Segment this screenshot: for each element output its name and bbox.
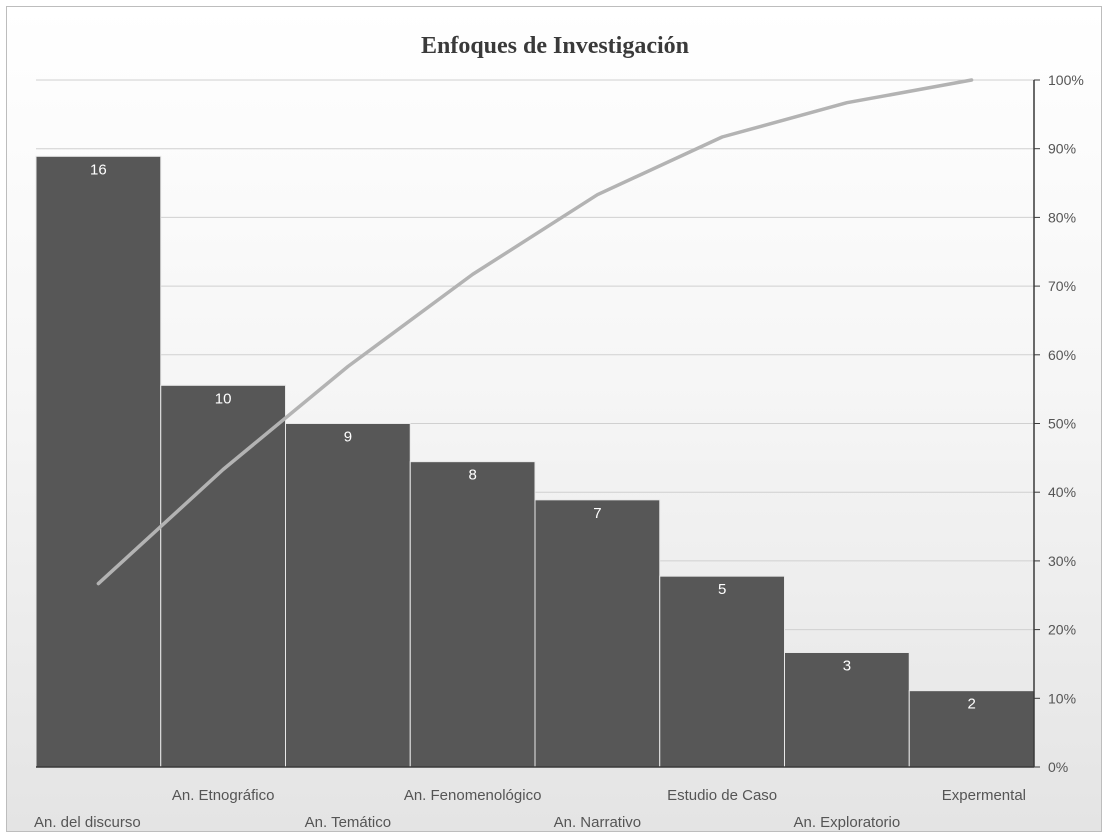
- bar: [35, 155, 162, 768]
- cumulative-line: [96, 78, 974, 586]
- category-label: An. Temático: [305, 814, 391, 831]
- data-label: 16: [90, 161, 107, 178]
- bar: [659, 575, 785, 768]
- bars: [35, 155, 1035, 768]
- cumulative-point: [347, 365, 349, 367]
- chart-title: Enfoques de Investigación: [421, 33, 689, 59]
- bar: [160, 384, 286, 768]
- bar: [534, 499, 661, 768]
- data-label: 9: [344, 429, 352, 446]
- category-label: An. Etnográfico: [172, 787, 275, 804]
- cumulative-point: [472, 273, 474, 275]
- y2-tick-label: 60%: [1048, 347, 1076, 363]
- y2-tick-label: 80%: [1048, 209, 1076, 225]
- y2-tick-label: 70%: [1048, 278, 1076, 294]
- category-label: Estudio de Caso: [667, 787, 777, 804]
- cumulative-point: [846, 102, 848, 104]
- y2-tick-label: 30%: [1048, 553, 1076, 569]
- y2-tick-label: 0%: [1048, 759, 1068, 775]
- data-labels: 16 10 9 8 7 5 3 2: [90, 161, 976, 712]
- category-label: An. Fenomenológico: [404, 787, 542, 804]
- category-label: An. Exploratorio: [794, 814, 901, 831]
- data-label: 2: [967, 696, 975, 713]
- data-label: 8: [468, 467, 476, 484]
- data-label: 5: [718, 581, 726, 598]
- data-label: 10: [215, 390, 232, 407]
- right-axis-ticks: 0% 10% 20% 30% 40% 50% 60% 70% 80% 90% 100%: [1034, 72, 1084, 775]
- y2-tick-label: 20%: [1048, 622, 1076, 638]
- cumulative-point: [97, 583, 99, 585]
- cumulative-point: [596, 194, 598, 196]
- category-label: Expermental: [942, 787, 1026, 804]
- y2-tick-label: 40%: [1048, 484, 1076, 500]
- y2-tick-label: 90%: [1048, 141, 1076, 157]
- data-label: 7: [593, 505, 601, 522]
- data-label: 3: [843, 658, 851, 675]
- y2-tick-label: 50%: [1048, 416, 1076, 432]
- cumulative-series-line: [96, 78, 974, 586]
- y2-tick-label: 100%: [1048, 72, 1084, 88]
- cumulative-point: [222, 469, 224, 471]
- y2-tick-label: 10%: [1048, 690, 1076, 706]
- category-labels: An. del discurso An. Etnográfico An. Temát…: [34, 787, 1026, 831]
- category-label: An. del discurso: [34, 814, 141, 831]
- bar: [409, 461, 536, 768]
- bar: [784, 652, 910, 768]
- bar: [285, 423, 411, 768]
- category-label: An. Narrativo: [554, 814, 642, 831]
- cumulative-point: [721, 136, 723, 138]
- cumulative-point: [971, 79, 973, 81]
